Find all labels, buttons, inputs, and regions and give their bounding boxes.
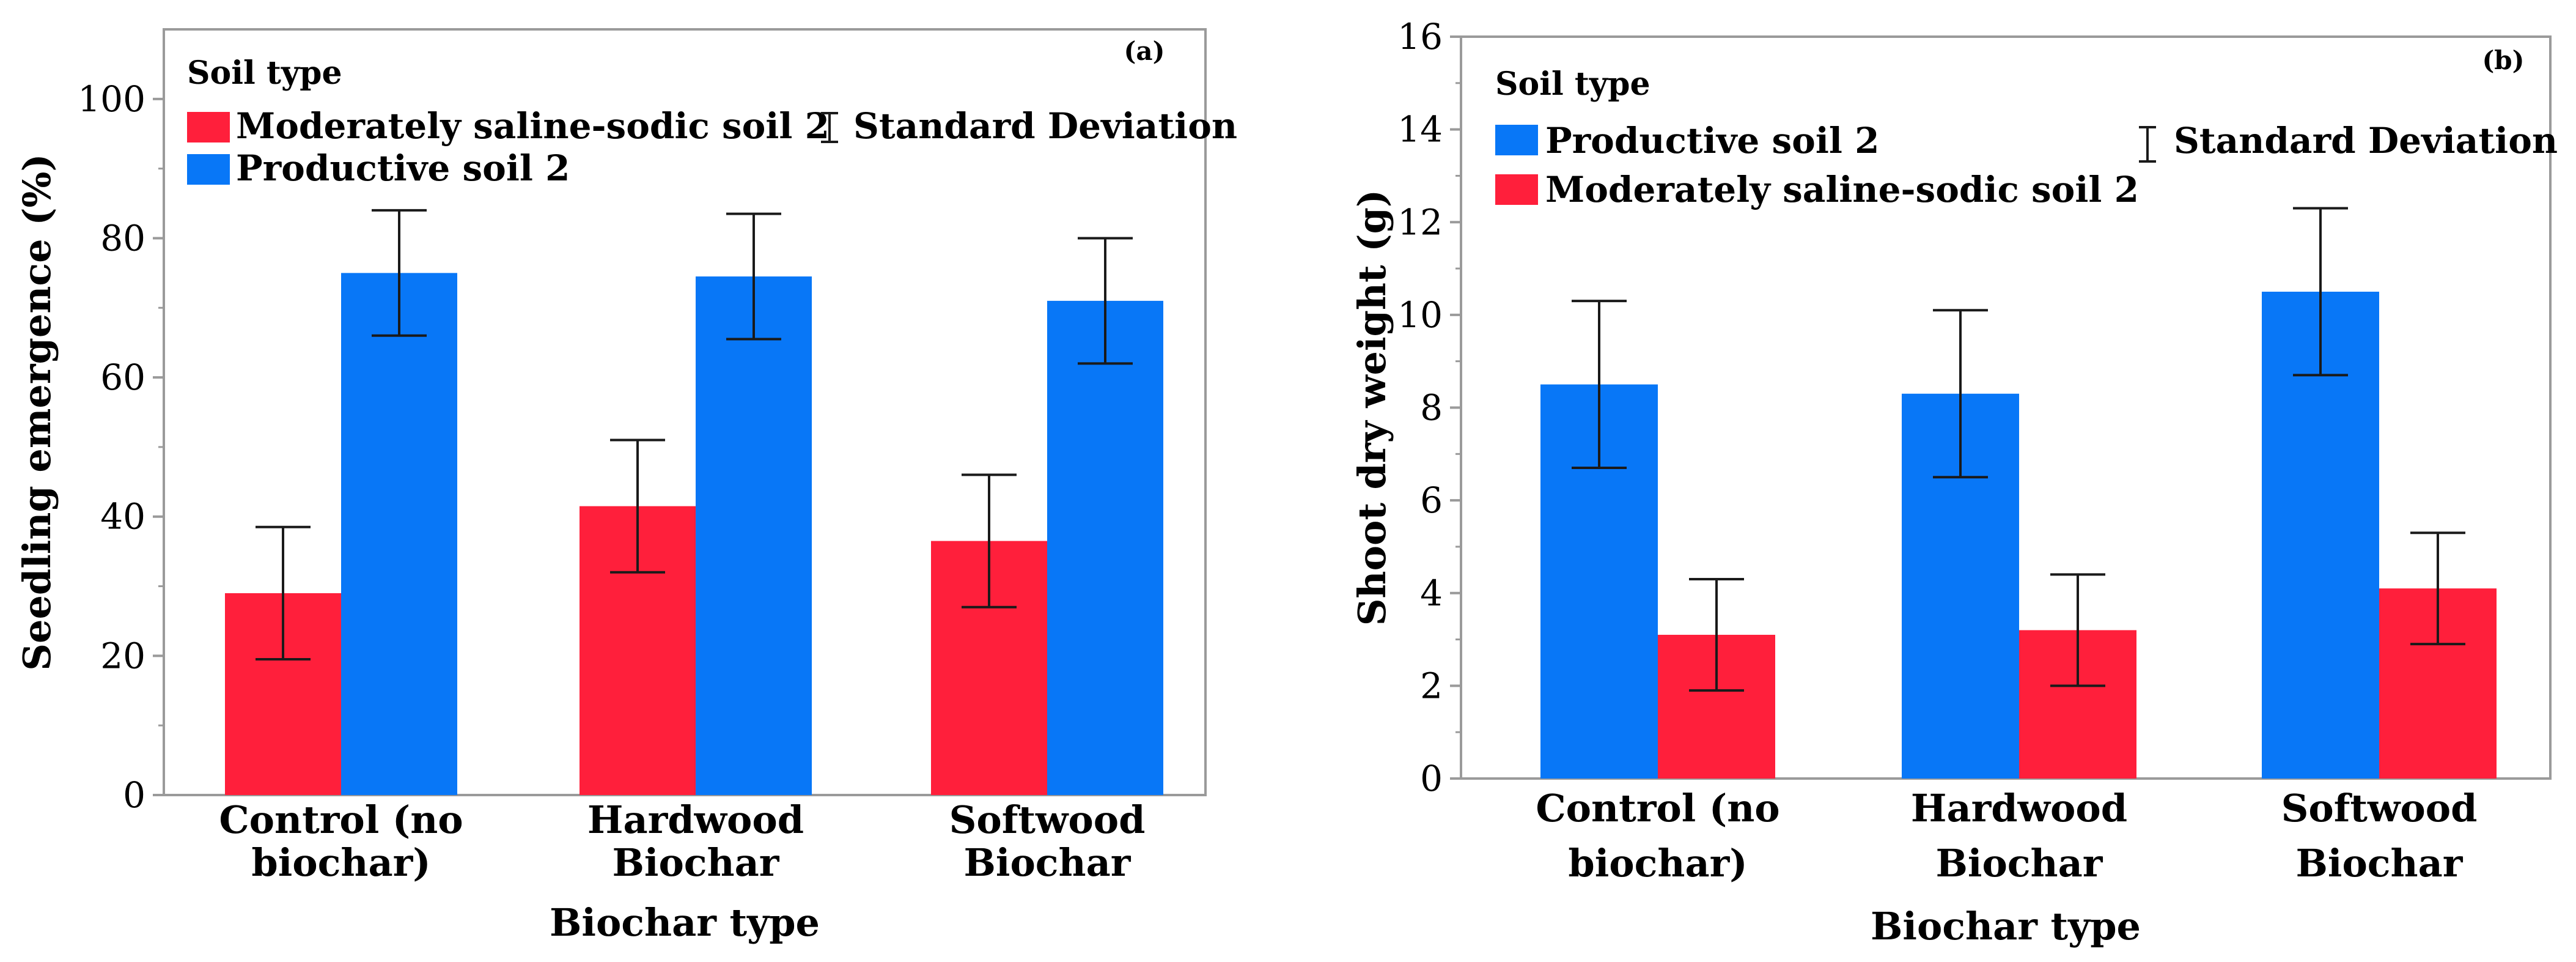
legend-label: Moderately saline-sodic soil 2 [236, 105, 830, 147]
legend-title: Soil type [187, 54, 342, 92]
legend-label: Productive soil 2 [1545, 120, 1879, 161]
x-category-label: biochar) [251, 840, 430, 885]
y-axis-title: Seedling emergence (%) [15, 154, 59, 671]
y-tick-label: 2 [1420, 665, 1443, 706]
legend-title: Soil type [1495, 65, 1650, 103]
x-axis-title: Biochar type [1871, 904, 2141, 949]
x-category-label: Softwood [949, 797, 1146, 842]
legend: Soil type Moderately saline-sodic soil 2P… [187, 54, 1237, 189]
chart-panel-a: 0 20 40 60 80 100 Seedling emergence (%) Contro… [15, 28, 1237, 945]
x-axis-title: Biochar type [550, 900, 820, 945]
y-tick-label: 14 [1397, 109, 1443, 150]
panel-label: (a) [1124, 36, 1165, 66]
y-tick-label: 40 [100, 496, 145, 538]
chart-panel-b: 0 2 4 6 8 10 12 14 16 Shoot dry weight (g) Control… [1350, 16, 2558, 949]
error-legend-label: Standard Deviation [2174, 120, 2558, 161]
x-category-label: Biochar [2296, 841, 2464, 886]
x-axis: Control (nobiochar)HardwoodBiocharSoftwo… [219, 797, 1145, 885]
x-category-label: biochar) [1568, 841, 1747, 886]
bar [1047, 300, 1163, 796]
x-category-label: Biochar [613, 840, 780, 885]
x-category-label: Hardwood [587, 797, 804, 842]
y-tick-label: 10 [1397, 294, 1443, 336]
y-axis: 0 20 40 60 80 100 [78, 78, 164, 816]
legend-label: Moderately saline-sodic soil 2 [1545, 169, 2139, 210]
legend-swatch [187, 154, 230, 185]
y-axis: 0 2 4 6 8 10 12 14 16 [1397, 16, 1461, 799]
y-tick-label: 80 [100, 217, 145, 259]
y-tick-label: 12 [1397, 201, 1443, 243]
y-tick-label: 0 [1420, 758, 1443, 799]
series-0 [1540, 207, 2379, 779]
bar [341, 273, 457, 795]
bar [696, 276, 812, 795]
legend-swatch [1495, 174, 1538, 205]
series-0 [225, 438, 1047, 795]
bars [225, 209, 1163, 796]
legend-label: Productive soil 2 [236, 147, 570, 189]
x-axis: Control (no biochar) Hardwood Biochar Softwo… [1536, 786, 2477, 886]
y-tick-label: 6 [1420, 479, 1443, 521]
error-legend-label: Standard Deviation [853, 105, 1237, 147]
y-tick-label: 16 [1397, 16, 1443, 57]
y-axis-title: Shoot dry weight (g) [1350, 190, 1394, 626]
y-tick-label: 8 [1420, 387, 1443, 429]
series-1 [1658, 531, 2497, 779]
bars [1540, 207, 2497, 779]
x-category-label: Biochar [1936, 841, 2103, 886]
panel-label: (b) [2482, 45, 2524, 75]
legend: Soil type Productive soil 2 Moderately sal… [1495, 65, 2558, 210]
x-category-label: Control (no [219, 797, 463, 842]
y-tick-label: 0 [123, 774, 145, 816]
y-tick-label: 60 [100, 357, 145, 398]
x-category-label: Hardwood [1911, 786, 2127, 831]
series-1 [341, 209, 1163, 796]
y-tick-label: 20 [100, 635, 145, 676]
legend-swatch [1495, 125, 1538, 155]
x-category-label: Biochar [964, 840, 1132, 885]
y-tick-label: 100 [78, 78, 145, 120]
legend-swatch [187, 112, 230, 142]
x-category-label: Control (no [1536, 786, 1779, 831]
x-category-label: Softwood [2281, 786, 2478, 831]
y-tick-label: 4 [1420, 572, 1443, 614]
